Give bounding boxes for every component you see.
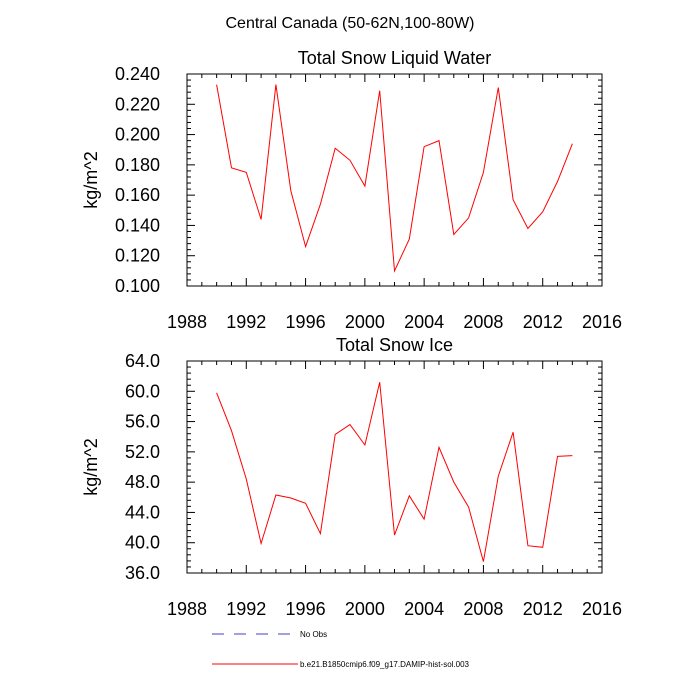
- x-tick-label: 2004: [404, 599, 444, 619]
- x-tick-label: 2012: [523, 599, 563, 619]
- x-tick-label: 1996: [286, 599, 326, 619]
- x-tick-label: 2012: [523, 312, 563, 332]
- y-tick-label: 56.0: [125, 412, 160, 432]
- legend-no-obs-label: No Obs: [300, 630, 327, 639]
- legend: No Obs b.e21.B1850cmip6.f09_g17.DAMIP-hi…: [212, 630, 470, 669]
- x-tick-label: 2016: [582, 599, 622, 619]
- series-line-1: [216, 382, 573, 562]
- y-tick-label: 0.120: [115, 246, 160, 266]
- x-tick-label: 1992: [226, 599, 266, 619]
- y-tick-label: 48.0: [125, 472, 160, 492]
- y-tick-label: 36.0: [125, 563, 160, 583]
- figure-title: Central Canada (50-62N,100-80W): [225, 15, 474, 32]
- y-tick-label: 0.160: [115, 185, 160, 205]
- chart-panel-2: Total Snow Ice 1988 1992 1996 2000 2004 2008 20…: [81, 335, 622, 619]
- series-line-1: [216, 84, 573, 273]
- x-tick-label: 2016: [582, 312, 622, 332]
- y-tick-label: 44.0: [125, 502, 160, 522]
- x-tick-label: 2004: [404, 312, 444, 332]
- y-tick-label: 40.0: [125, 533, 160, 553]
- chart-panel-1: Total Snow Liquid Water 1988 1992 1996 2000 2…: [81, 48, 622, 332]
- plot-frame: [186, 73, 603, 287]
- y-tick-label: 0.240: [115, 64, 160, 84]
- x-tick-label: 2008: [463, 599, 503, 619]
- y-tick-label: 64.0: [125, 351, 160, 371]
- x-tick-label: 2000: [345, 312, 385, 332]
- y-tick-label: 0.140: [115, 215, 160, 235]
- y-axis-label: kg/m^2: [81, 151, 101, 208]
- panel-title: Total Snow Ice: [336, 335, 453, 355]
- y-tick-label: 0.100: [115, 276, 160, 296]
- x-tick-label: 1992: [226, 312, 266, 332]
- x-tick-label: 1996: [286, 312, 326, 332]
- x-tick-label: 2000: [345, 599, 385, 619]
- panel-title: Total Snow Liquid Water: [298, 48, 491, 68]
- plot-frame: [186, 360, 603, 574]
- y-tick-label: 0.200: [115, 125, 160, 145]
- y-axis-label: kg/m^2: [81, 438, 101, 495]
- y-tick-label: 0.180: [115, 155, 160, 175]
- x-tick-label: 1988: [167, 599, 207, 619]
- y-tick-label: 0.220: [115, 94, 160, 114]
- x-tick-label: 2008: [463, 312, 503, 332]
- x-tick-label: 1988: [167, 312, 207, 332]
- y-tick-label: 52.0: [125, 442, 160, 462]
- y-tick-label: 60.0: [125, 381, 160, 401]
- chart-panels: Total Snow Liquid Water 1988 1992 1996 2000 2…: [81, 48, 622, 619]
- legend-model-label: b.e21.B1850cmip6.f09_g17.DAMIP-hist-sol.…: [300, 660, 470, 669]
